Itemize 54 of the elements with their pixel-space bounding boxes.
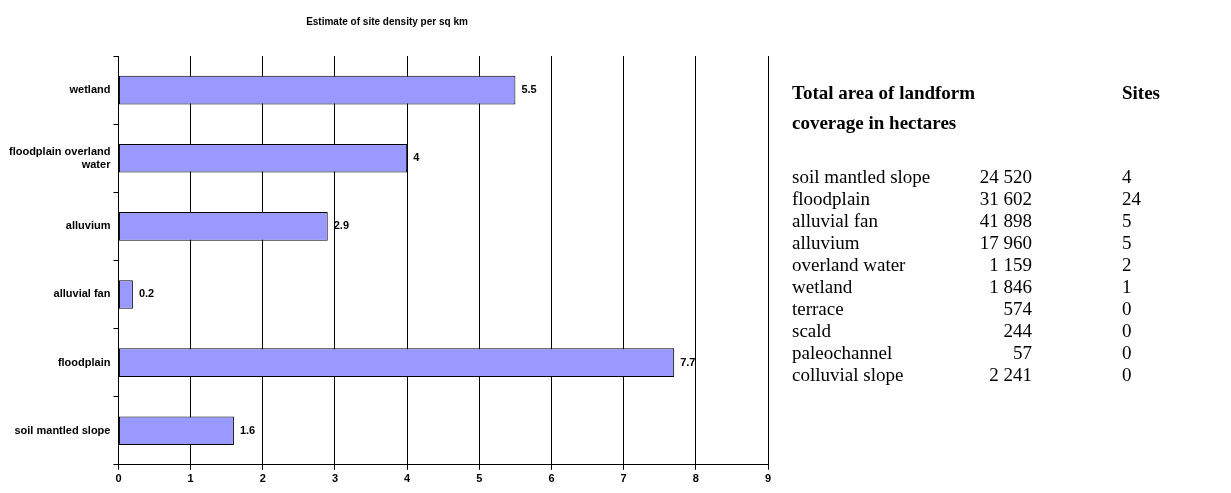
chart-title: Estimate of site density per sq km bbox=[306, 15, 468, 27]
data-label: 1 bbox=[1121, 276, 1133, 298]
text: Total area of landform coverage in hectares bbox=[792, 81, 977, 135]
y-tick-label: floodplain overland water bbox=[9, 144, 112, 170]
data-label: 244 bbox=[1002, 320, 1033, 342]
data-label: 1.6 bbox=[239, 423, 256, 436]
data-label: 57 bbox=[1012, 342, 1033, 364]
data-label: 24 520 bbox=[978, 166, 1033, 188]
category-label: terrace bbox=[792, 298, 845, 320]
y-tick-label: alluvial fan bbox=[53, 287, 111, 300]
x-tick-label: 5 bbox=[476, 472, 483, 485]
category-label: colluvial slope bbox=[792, 364, 905, 386]
x-tick-label: 8 bbox=[692, 472, 699, 485]
x-tick-label: 9 bbox=[764, 472, 772, 485]
data-label: 0 bbox=[1121, 342, 1133, 364]
data-label: 5 bbox=[1121, 210, 1133, 232]
y-tick-label: alluvium bbox=[65, 219, 111, 232]
category-label: paleochannel bbox=[792, 342, 894, 364]
data-label: 2 bbox=[1121, 254, 1133, 276]
data-label: 31 602 bbox=[978, 188, 1033, 210]
data-label: 7.7 bbox=[680, 355, 696, 368]
data-label: 5.5 bbox=[521, 83, 537, 96]
category-label: overland water bbox=[792, 254, 907, 276]
category-label: alluvium bbox=[792, 232, 861, 254]
y-tick-label: wetland bbox=[68, 83, 111, 96]
data-label: 0 bbox=[1121, 364, 1133, 386]
x-tick-label: 7 bbox=[620, 472, 627, 485]
data-label: 5 bbox=[1121, 232, 1133, 254]
category-label: floodplain bbox=[792, 188, 872, 210]
x-tick-label: 4 bbox=[404, 472, 412, 485]
y-tick-label: floodplain bbox=[57, 355, 111, 368]
data-label: 41 898 bbox=[978, 210, 1033, 232]
data-label: 24 bbox=[1121, 188, 1142, 210]
x-tick-label: 3 bbox=[331, 472, 339, 485]
x-tick-label: 0 bbox=[115, 472, 122, 485]
data-label: 574 bbox=[1002, 298, 1033, 320]
data-label: 2 241 bbox=[988, 364, 1033, 386]
data-label: 1 159 bbox=[988, 254, 1033, 276]
data-label: 17 960 bbox=[978, 232, 1033, 254]
category-label: soil mantled slope bbox=[792, 166, 932, 188]
category-label: wetland bbox=[792, 276, 854, 298]
text: Sites bbox=[1121, 81, 1160, 105]
data-label: 0 bbox=[1121, 298, 1133, 320]
data-label: 0 bbox=[1121, 320, 1133, 342]
data-label: 4 bbox=[1121, 166, 1133, 188]
category-label: alluvial fan bbox=[792, 210, 879, 232]
x-tick-label: 2 bbox=[259, 472, 266, 485]
data-label: 1 846 bbox=[988, 276, 1033, 298]
category-label: scald bbox=[792, 320, 833, 342]
x-tick-label: 1 bbox=[187, 472, 194, 485]
data-label: 0.2 bbox=[138, 287, 155, 300]
data-label: 4 bbox=[413, 151, 421, 164]
y-tick-label: soil mantled slope bbox=[14, 423, 111, 436]
x-tick-label: 6 bbox=[548, 472, 555, 485]
